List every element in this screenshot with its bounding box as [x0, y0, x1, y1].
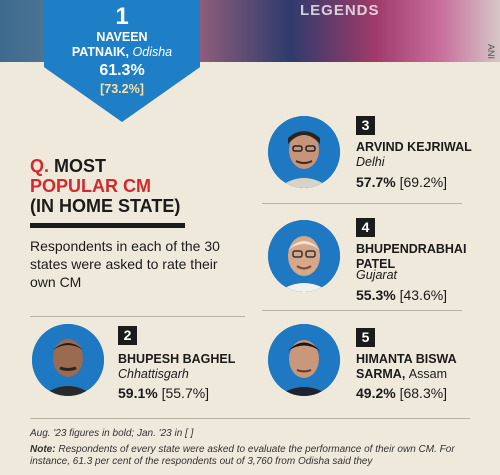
divider — [30, 418, 470, 419]
cm-avatar-baghel — [32, 324, 104, 396]
footnote-dates: Aug. '23 figures in bold; Jan. '23 in [ … — [30, 428, 194, 439]
top-cm-state: Odisha — [132, 45, 173, 59]
cm-jan-pct: [43.6%] — [399, 287, 448, 303]
top-cm-jan-pct: [73.2%] — [100, 82, 144, 96]
cm-name: ARVIND KEJRIWAL — [356, 140, 472, 154]
question-line1: MOST — [54, 156, 107, 176]
top-cm-name-line2: PATNAIK, — [71, 45, 130, 59]
cm-name-line2: SARMA, — [356, 367, 406, 381]
cm-aug-pct: 55.3% — [356, 287, 396, 303]
cm-jan-pct: [68.3%] — [399, 385, 448, 401]
top-cm-card: 1 NAVEEN PATNAIK, Odisha 61.3% [73.2%] — [44, 3, 200, 97]
cm-rank-badge: 5 — [356, 328, 375, 347]
question-title: Q. MOST POPULAR CM (IN HOME STATE) — [30, 156, 180, 216]
question-line2: POPULAR CM — [30, 176, 151, 196]
question-description: Respondents in each of the 30 states wer… — [30, 238, 220, 290]
cm-aug-pct: 49.2% — [356, 385, 396, 401]
cm-aug-pct: 59.1% — [118, 385, 158, 401]
footnote-note: Note: Respondents of every state were as… — [30, 444, 470, 468]
cm-state: Delhi — [356, 155, 385, 169]
top-cm-name-line1: NAVEEN — [96, 30, 148, 44]
cm-rank-badge: 4 — [356, 218, 375, 237]
cm-state: Chhattisgarh — [118, 367, 189, 381]
top-cm-rank: 1 — [115, 3, 129, 30]
cm-state: Gujarat — [356, 268, 397, 282]
cm-avatar-kejriwal — [268, 116, 340, 188]
divider — [30, 316, 245, 317]
cm-jan-pct: [69.2%] — [399, 174, 448, 190]
question-prefix: Q. — [30, 156, 50, 176]
banner-legends-text: LEGENDS — [300, 2, 380, 19]
question-line3: (IN HOME STATE) — [30, 196, 181, 216]
top-cm-aug-pct: 61.3% — [99, 62, 145, 79]
cm-avatar-patel — [268, 220, 340, 292]
cm-score: 55.3% [43.6%] — [356, 287, 447, 303]
cm-avatar-sarma — [268, 324, 340, 396]
cm-rank-badge: 3 — [356, 116, 375, 135]
footnote-note-text: Respondents of every state were asked to… — [30, 444, 455, 467]
cm-name-line2: PATEL — [356, 257, 396, 271]
cm-name: BHUPESH BAGHEL — [118, 352, 236, 366]
cm-name: HIMANTA BISWA SARMA, Assam — [356, 352, 457, 382]
cm-rank-badge: 2 — [118, 326, 137, 345]
cm-score: 59.1% [55.7%] — [118, 385, 209, 401]
cm-aug-pct: 57.7% — [356, 174, 396, 190]
cm-score: 49.2% [68.3%] — [356, 385, 447, 401]
cm-name-line1: HIMANTA BISWA — [356, 352, 457, 366]
footnote-note-label: Note: — [30, 444, 56, 455]
question-underline — [30, 223, 185, 228]
top-cm-name: NAVEEN PATNAIK, Odisha — [44, 30, 200, 60]
cm-name-line1: BHUPENDRABHAI — [356, 242, 467, 256]
divider — [262, 310, 462, 311]
cm-state: Assam — [408, 367, 447, 381]
cm-jan-pct: [55.7%] — [161, 385, 210, 401]
cm-name: BHUPENDRABHAI PATEL — [356, 242, 466, 272]
divider — [262, 203, 462, 204]
cm-score: 57.7% [69.2%] — [356, 174, 447, 190]
photo-credit: ANI — [486, 44, 496, 60]
